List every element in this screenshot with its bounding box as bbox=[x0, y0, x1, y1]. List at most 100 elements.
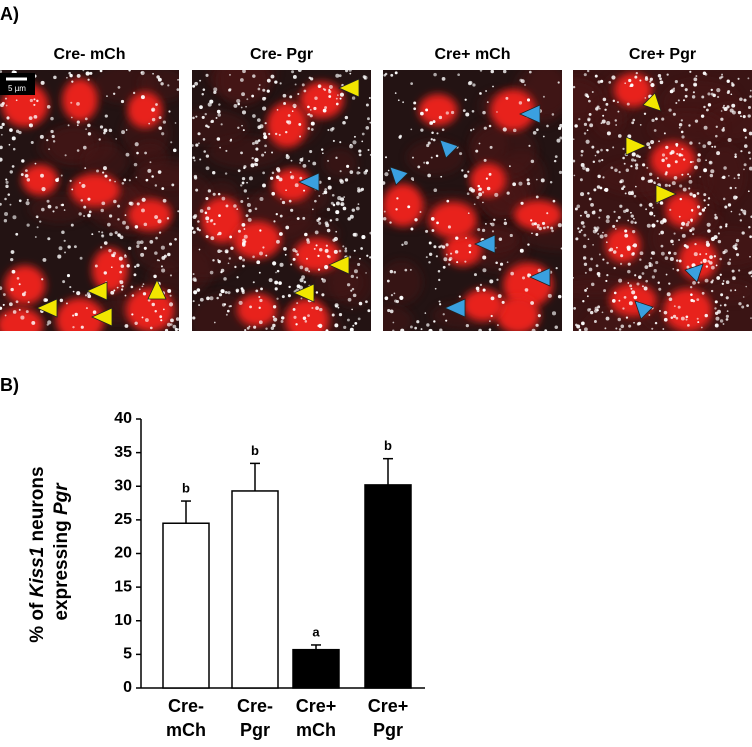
transcript-dot bbox=[691, 210, 694, 212]
transcript-dot bbox=[661, 117, 665, 121]
bar bbox=[231, 490, 279, 689]
transcript-dot bbox=[4, 211, 9, 216]
transcript-dot bbox=[289, 171, 292, 174]
transcript-dot bbox=[216, 296, 219, 300]
transcript-dot bbox=[338, 74, 342, 78]
transcript-dot bbox=[65, 302, 68, 305]
x-tick-label: Cre- bbox=[237, 696, 273, 716]
transcript-dot bbox=[710, 236, 716, 242]
transcript-dot bbox=[161, 268, 166, 273]
transcript-dot bbox=[389, 309, 394, 314]
transcript-dot bbox=[720, 293, 724, 297]
transcript-dot bbox=[120, 264, 125, 268]
transcript-dot bbox=[324, 188, 328, 191]
transcript-dot bbox=[598, 208, 602, 212]
transcript-dot bbox=[488, 172, 492, 176]
transcript-dot bbox=[236, 276, 239, 279]
transcript-dot bbox=[26, 223, 30, 227]
cell bbox=[462, 288, 504, 322]
transcript-dot bbox=[617, 216, 621, 220]
transcript-dot bbox=[217, 249, 221, 254]
x-tick-label: Cre- bbox=[168, 696, 204, 716]
transcript-dot bbox=[557, 81, 560, 84]
transcript-dot bbox=[527, 273, 530, 275]
transcript-dot bbox=[468, 250, 472, 254]
transcript-dot bbox=[206, 220, 209, 223]
transcript-dot bbox=[488, 124, 492, 128]
transcript-dot bbox=[242, 258, 246, 262]
transcript-dot bbox=[342, 206, 347, 211]
transcript-dot bbox=[237, 169, 241, 173]
transcript-dot bbox=[627, 134, 632, 139]
transcript-dot bbox=[737, 177, 740, 180]
transcript-dot bbox=[472, 83, 476, 87]
transcript-dot bbox=[710, 88, 713, 92]
transcript-dot bbox=[304, 232, 308, 237]
transcript-dot bbox=[347, 217, 351, 221]
arrowhead bbox=[389, 166, 409, 186]
transcript-dot bbox=[10, 250, 15, 254]
transcript-dot bbox=[149, 161, 152, 164]
transcript-dot bbox=[648, 146, 652, 149]
transcript-dot bbox=[33, 114, 38, 119]
transcript-dot bbox=[15, 99, 18, 102]
transcript-dot bbox=[339, 141, 342, 144]
cell bbox=[513, 199, 562, 231]
cell bbox=[418, 94, 458, 126]
transcript-dot bbox=[573, 277, 574, 279]
transcript-dot bbox=[247, 197, 249, 200]
transcript-dot bbox=[666, 292, 671, 297]
transcript-dot bbox=[658, 309, 661, 312]
transcript-dot bbox=[264, 97, 267, 100]
cell bbox=[272, 168, 312, 202]
transcript-dot bbox=[670, 239, 674, 244]
transcript-dot bbox=[332, 238, 336, 242]
transcript-dot bbox=[596, 105, 600, 109]
transcript-dot bbox=[149, 240, 154, 244]
transcript-dot bbox=[559, 136, 562, 140]
bar-chart: % of Kiss1 neurons expressing Pgr 051015… bbox=[27, 410, 425, 740]
transcript-dot bbox=[738, 269, 741, 272]
transcript-dot bbox=[697, 321, 700, 324]
transcript-dot bbox=[110, 290, 115, 295]
transcript-dot bbox=[219, 146, 221, 149]
transcript-dot bbox=[275, 271, 277, 274]
transcript-dot bbox=[722, 280, 725, 282]
transcript-dot bbox=[512, 182, 517, 187]
transcript-dot bbox=[318, 195, 321, 197]
transcript-dot bbox=[668, 297, 673, 302]
transcript-dot bbox=[89, 71, 93, 75]
transcript-dot bbox=[399, 295, 404, 300]
transcript-dot bbox=[339, 178, 343, 183]
transcript-dot bbox=[635, 71, 638, 75]
y-tick-label: 40 bbox=[114, 410, 132, 427]
transcript-dot bbox=[713, 145, 717, 148]
transcript-dot bbox=[531, 328, 536, 331]
transcript-dot bbox=[369, 153, 371, 156]
cell bbox=[200, 197, 244, 243]
transcript-dot bbox=[681, 221, 686, 226]
transcript-dot bbox=[198, 304, 201, 307]
transcript-dot bbox=[227, 291, 231, 295]
transcript-dot bbox=[735, 238, 740, 243]
transcript-dot bbox=[264, 151, 267, 154]
transcript-dot bbox=[463, 174, 468, 178]
transcript-dot bbox=[36, 99, 39, 103]
transcript-dot bbox=[168, 110, 171, 113]
transcript-dot bbox=[217, 258, 220, 262]
transcript-dot bbox=[229, 304, 232, 308]
transcript-dot bbox=[504, 218, 506, 221]
transcript-dot bbox=[478, 192, 483, 197]
transcript-dot bbox=[707, 197, 711, 200]
transcript-dot bbox=[512, 128, 517, 133]
transcript-dot bbox=[674, 160, 678, 164]
transcript-dot bbox=[681, 148, 684, 151]
transcript-dot bbox=[309, 114, 313, 118]
transcript-dot bbox=[166, 322, 171, 327]
transcript-dot bbox=[678, 153, 682, 157]
transcript-dot bbox=[660, 244, 664, 248]
transcript-dot bbox=[730, 93, 733, 96]
cell bbox=[428, 201, 478, 239]
transcript-dot bbox=[314, 230, 319, 235]
transcript-dot bbox=[490, 296, 495, 301]
